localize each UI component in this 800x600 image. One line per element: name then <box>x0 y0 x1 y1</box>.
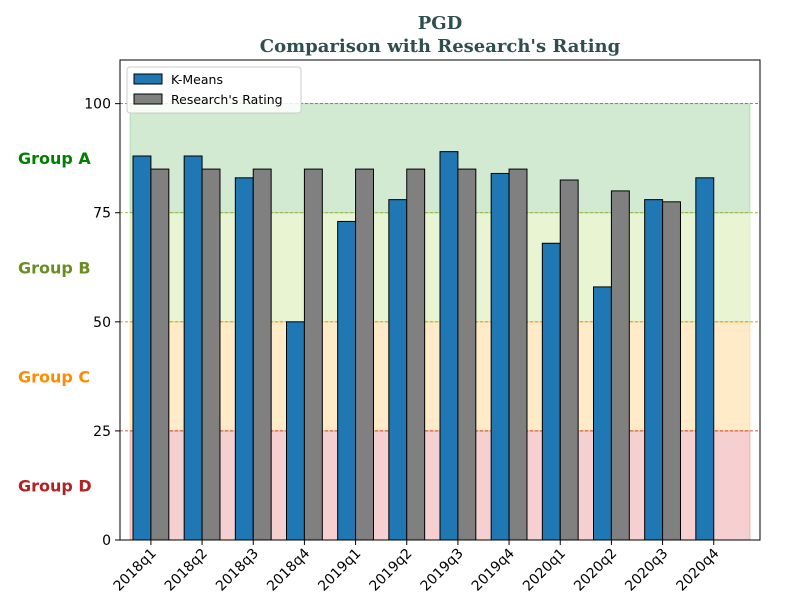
chart-subtitle: Comparison with Research's Rating <box>260 36 621 57</box>
bar-k-means-2020q2 <box>593 286 612 541</box>
bar-research-s-rating-2019q1 <box>355 168 374 541</box>
x-tick-label-2020q4: 2020q4 <box>673 545 722 594</box>
x-tick-label-2018q4: 2018q4 <box>264 545 313 594</box>
bar-research-s-rating-2018q3 <box>252 168 272 541</box>
bar-research-s-rating-2020q2 <box>610 190 630 541</box>
y-axis: 0 25 50 75 100 <box>84 97 120 549</box>
bar-k-means-2020q1 <box>541 242 561 541</box>
legend-label-0: K-Means <box>171 72 223 87</box>
x-tick-label-2018q1: 2018q1 <box>111 546 160 595</box>
x-tick-label-2018q3: 2018q3 <box>213 546 262 595</box>
y-tick-label-25: 25 <box>93 424 111 440</box>
legend-label-1: Research's Rating <box>171 92 283 107</box>
group-labels: Group A Group B Group C Group D <box>18 149 92 495</box>
legend-swatch-0 <box>133 73 163 85</box>
bars <box>132 151 715 541</box>
x-tick-label-2020q1: 2020q1 <box>520 546 569 595</box>
group-label-0: Group A <box>18 149 91 168</box>
plot-area-frame <box>119 59 761 541</box>
group-label-1: Group B <box>18 258 91 277</box>
y-tick-label-100: 100 <box>84 97 111 113</box>
x-tick-label-2019q3: 2019q3 <box>418 546 467 595</box>
legend: K-Means Research's Rating <box>126 66 302 114</box>
x-tick-label-2020q2: 2020q2 <box>571 546 620 595</box>
bar-research-s-rating-2019q3 <box>457 168 477 541</box>
x-tick-label-2019q2: 2019q2 <box>366 546 415 595</box>
bar-k-means-2019q4 <box>490 172 510 541</box>
x-tick-label-2019q1: 2019q1 <box>315 546 364 595</box>
bar-research-s-rating-2018q4 <box>303 168 323 541</box>
bar-k-means-2020q4 <box>695 177 715 541</box>
legend-swatch-1 <box>133 93 163 105</box>
bar-k-means-2018q1 <box>132 155 152 541</box>
bar-k-means-2019q1 <box>337 220 357 541</box>
bar-k-means-2019q2 <box>388 199 408 541</box>
bar-research-s-rating-2020q3 <box>662 201 681 541</box>
x-tick-label-2018q2: 2018q2 <box>162 546 211 595</box>
x-axis: 2018q1 2018q2 2018q3 2018q4 2019q1 2019q2 2019… <box>111 540 723 595</box>
bar-k-means-2018q3 <box>234 177 254 541</box>
chart-title: PGD <box>418 13 463 34</box>
bar-k-means-2019q3 <box>439 151 459 541</box>
bar-k-means-2018q4 <box>286 321 305 541</box>
bar-k-means-2020q3 <box>644 199 664 541</box>
group-label-2: Group C <box>18 367 90 386</box>
y-tick-label-75: 75 <box>93 206 111 222</box>
bar-research-s-rating-2018q2 <box>201 168 221 541</box>
y-tick-label-50: 50 <box>93 315 111 331</box>
x-tick-label-2019q4: 2019q4 <box>469 545 518 594</box>
bar-research-s-rating-2019q4 <box>508 168 528 541</box>
bar-k-means-2018q2 <box>183 155 203 541</box>
x-tick-label-2020q3: 2020q3 <box>622 546 671 595</box>
bar-research-s-rating-2018q1 <box>150 168 170 541</box>
y-tick-label-0: 0 <box>102 533 111 549</box>
bar-research-s-rating-2020q1 <box>559 179 579 541</box>
bar-research-s-rating-2019q2 <box>406 168 426 541</box>
legend-box <box>126 66 302 114</box>
group-label-3: Group D <box>18 476 92 495</box>
